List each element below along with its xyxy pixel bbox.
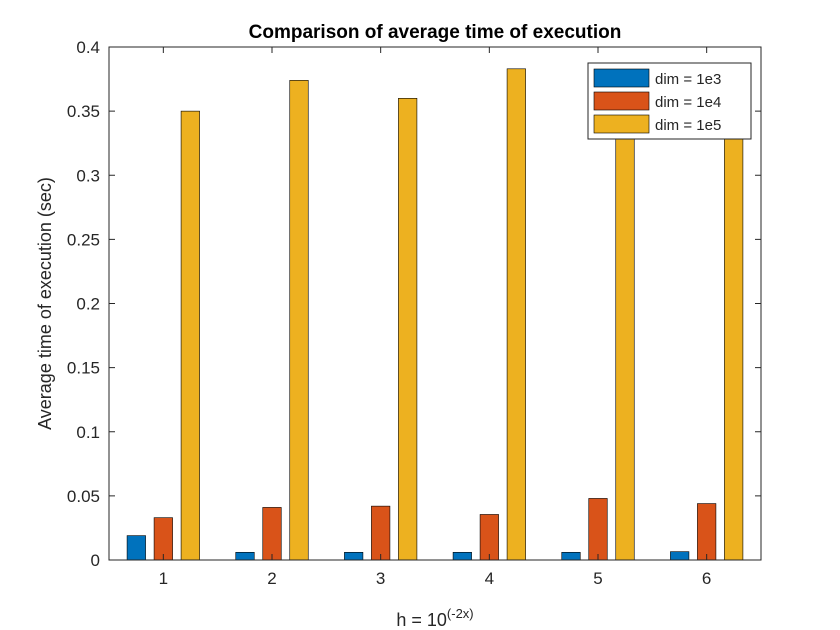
y-tick-label: 0.25 [67, 230, 100, 249]
legend-label-series-1: dim = 1e3 [655, 71, 721, 88]
legend-swatch-series-3 [593, 114, 650, 134]
x-axis-label-base: h = 10 [396, 610, 447, 630]
bar-series-3-category-1 [180, 110, 200, 561]
legend-label-series-3: dim = 1e5 [655, 117, 721, 134]
legend-label-series-2: dim = 1e4 [655, 94, 721, 111]
bar-series-1-category-5 [561, 551, 581, 561]
x-axis-ticks: 1 2 3 4 5 6 [159, 47, 711, 588]
bar-series-1-category-3 [344, 551, 364, 561]
bar-series-2-category-5 [588, 498, 608, 561]
bar-series-3-category-6 [724, 110, 744, 561]
y-tick-label: 0 [91, 551, 100, 570]
x-tick-label: 4 [485, 569, 494, 588]
x-axis-label: h = 10(-2x) [396, 606, 473, 630]
y-axis-label: Average time of execution (sec) [35, 177, 55, 430]
bar-series-2-category-3 [371, 505, 391, 561]
x-tick-label: 6 [702, 569, 711, 588]
bar-series-3-category-3 [398, 98, 418, 561]
y-tick-label: 0.2 [76, 295, 100, 314]
legend: dim = 1e3 dim = 1e4 dim = 1e5 [587, 62, 752, 140]
legend-swatch-series-2 [593, 91, 650, 111]
legend-swatch-series-1 [593, 68, 650, 88]
y-tick-label: 0.3 [76, 166, 100, 185]
bar-series-2-category-4 [479, 514, 499, 561]
y-tick-label: 0.35 [67, 102, 100, 121]
x-tick-label: 2 [267, 569, 276, 588]
y-axis-ticks: 0 0.05 0.1 0.15 0.2 0.25 0.3 0.35 0.4 [67, 38, 761, 570]
bar-series-1-category-4 [452, 551, 472, 561]
bar-series-1-category-2 [235, 551, 255, 561]
y-tick-label: 0.4 [76, 38, 100, 57]
y-tick-label: 0.1 [76, 423, 100, 442]
chart-title: Comparison of average time of execution [249, 22, 622, 43]
bar-series-2-category-1 [153, 517, 173, 561]
x-tick-label: 3 [376, 569, 385, 588]
x-tick-label: 5 [593, 569, 602, 588]
x-tick-label: 1 [159, 569, 168, 588]
bar-series-3-category-4 [506, 68, 526, 561]
bar-series-3-category-5 [615, 101, 635, 561]
y-tick-label: 0.05 [67, 487, 100, 506]
bar-series-1-category-1 [126, 535, 146, 561]
bar-series-1-category-6 [670, 551, 690, 561]
bars-group [126, 68, 744, 561]
y-tick-label: 0.15 [67, 359, 100, 378]
bar-series-2-category-6 [697, 503, 717, 561]
x-axis-label-exponent: (-2x) [447, 606, 474, 621]
bar-series-3-category-2 [289, 80, 309, 561]
bar-series-2-category-2 [262, 507, 282, 561]
